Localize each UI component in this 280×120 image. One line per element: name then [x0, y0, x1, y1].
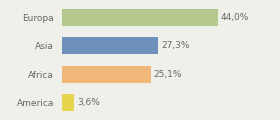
Bar	[62, 37, 158, 54]
Text: 3,6%: 3,6%	[77, 98, 100, 107]
Text: 44,0%: 44,0%	[220, 13, 249, 22]
Bar	[62, 66, 151, 83]
Text: 25,1%: 25,1%	[153, 70, 182, 79]
Bar	[62, 94, 74, 111]
Text: 27,3%: 27,3%	[161, 41, 190, 50]
Bar	[62, 9, 218, 26]
